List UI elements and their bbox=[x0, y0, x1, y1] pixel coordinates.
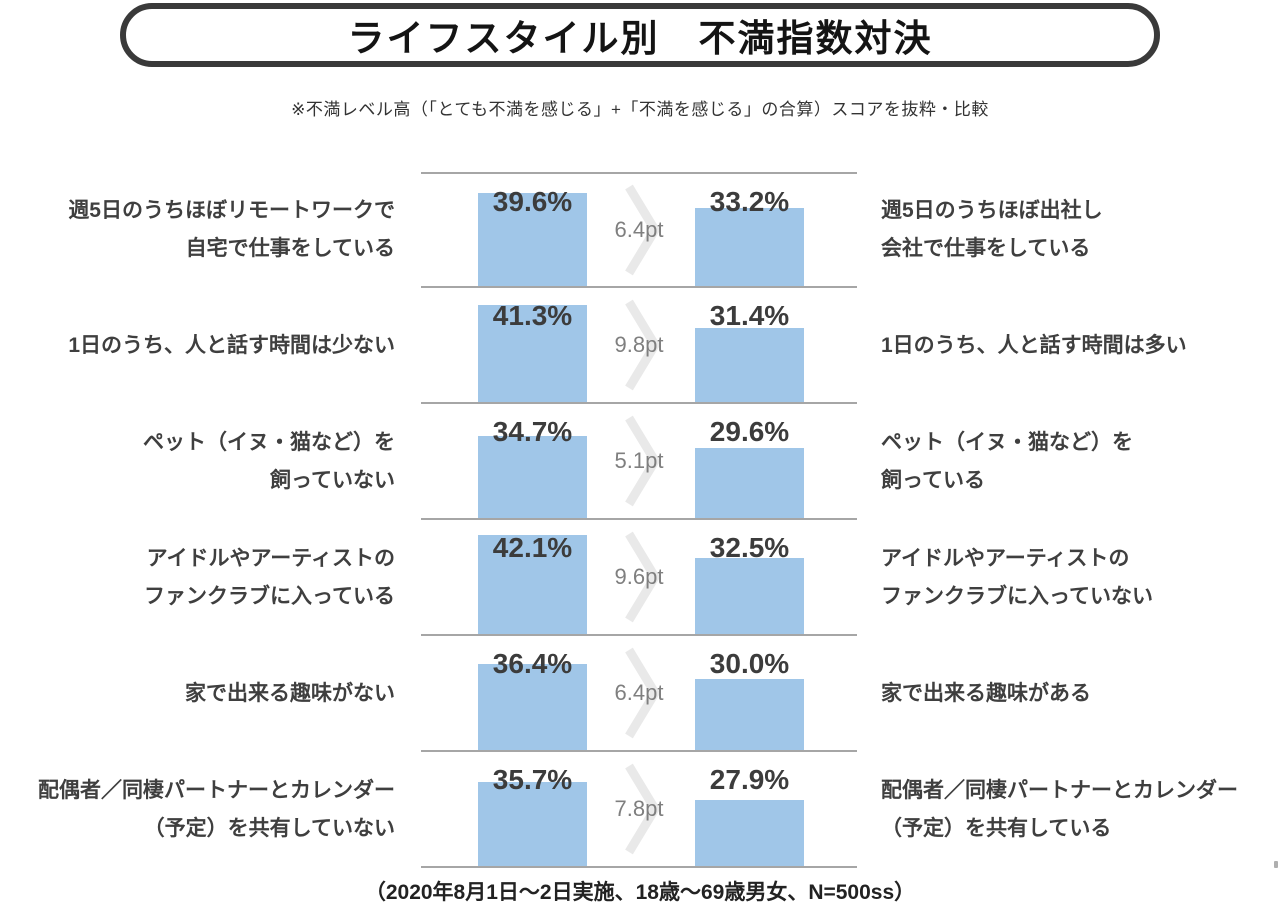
chevron-right-icon bbox=[625, 647, 660, 739]
row-chart-area: 39.6% 33.2% 6.4pt bbox=[421, 172, 857, 288]
label-line: （予定）を共有していない bbox=[143, 817, 395, 840]
label-line: ペット（イヌ・猫など）を bbox=[881, 431, 1133, 454]
difference-label: 5.1pt bbox=[614, 448, 664, 473]
difference-label: 6.4pt bbox=[614, 217, 664, 242]
chevron-right-icon bbox=[625, 531, 660, 623]
row-chart-area: 36.4% 30.0% 6.4pt bbox=[421, 636, 857, 752]
left-lifestyle-label: アイドルやアーティストの ファンクラブに入っている bbox=[0, 520, 421, 636]
comparison-row: 1日のうち、人と話す時間は少ない 41.3% 31.4% 9.8pt 1日のうち… bbox=[0, 288, 1280, 404]
left-value-label: 34.7% bbox=[492, 416, 573, 447]
label-line: 週5日のうちほぼリモートワークで bbox=[68, 199, 395, 222]
label-line: 配偶者／同棲パートナーとカレンダー bbox=[38, 779, 395, 802]
right-value-label: 33.2% bbox=[709, 186, 790, 217]
label-line: 自宅で仕事をしている bbox=[185, 237, 395, 260]
right-lifestyle-label: ペット（イヌ・猫など）を 飼っている bbox=[857, 404, 1280, 520]
comparison-row: アイドルやアーティストの ファンクラブに入っている 42.1% 32.5% 9.6… bbox=[0, 520, 1280, 636]
comparison-row: 週5日のうちほぼリモートワークで自宅で仕事をしている 39.6% 33.2% 6… bbox=[0, 172, 1280, 288]
label-line: 1日のうち、人と話す時間は少ない bbox=[68, 334, 395, 357]
label-line: 1日のうち、人と話す時間は多い bbox=[881, 334, 1187, 357]
left-value-label: 35.7% bbox=[492, 764, 573, 795]
label-line: ファンクラブに入っていない bbox=[881, 585, 1153, 608]
label-line: 家で出来る趣味がない bbox=[185, 682, 395, 705]
right-bar bbox=[695, 328, 804, 402]
left-bar bbox=[478, 436, 587, 518]
title-pill-box: ライフスタイル別 不満指数対決 bbox=[120, 3, 1160, 67]
left-bar bbox=[478, 535, 587, 634]
label-line: 配偶者／同棲パートナーとカレンダー bbox=[881, 779, 1238, 802]
right-lifestyle-label: アイドルやアーティストの ファンクラブに入っていない bbox=[857, 520, 1280, 636]
subtitle-note: ※不満レベル高（「とても不満を感じる」+「不満を感じる」の合算）スコアを抜粋・比… bbox=[291, 100, 989, 119]
right-lifestyle-label: 家で出来る趣味がある bbox=[857, 636, 1280, 752]
left-value-label: 39.6% bbox=[492, 186, 573, 217]
row-chart-area: 41.3% 31.4% 9.8pt bbox=[421, 288, 857, 404]
comparison-row: 家で出来る趣味がない 36.4% 30.0% 6.4pt 家で出来る趣味がある bbox=[0, 636, 1280, 752]
label-line: 飼っている bbox=[881, 469, 985, 492]
left-bar bbox=[478, 782, 587, 866]
right-bar bbox=[695, 800, 804, 866]
left-bar bbox=[478, 664, 587, 750]
right-bar bbox=[695, 448, 804, 518]
left-bar bbox=[478, 305, 587, 402]
chevron-right-icon bbox=[625, 299, 660, 391]
left-lifestyle-label: 1日のうち、人と話す時間は少ない bbox=[0, 288, 421, 404]
right-value-label: 31.4% bbox=[709, 300, 790, 331]
difference-label: 7.8pt bbox=[614, 796, 664, 821]
right-lifestyle-label: 1日のうち、人と話す時間は多い bbox=[857, 288, 1280, 404]
left-lifestyle-label: 配偶者／同棲パートナーとカレンダー （予定）を共有していない bbox=[0, 752, 421, 868]
stray-mark bbox=[1274, 861, 1278, 868]
label-line: ペット（イヌ・猫など）を bbox=[143, 431, 395, 454]
left-lifestyle-label: ペット（イヌ・猫など）を飼っていない bbox=[0, 404, 421, 520]
comparison-row: ペット（イヌ・猫など）を飼っていない 34.7% 29.6% 5.1pt ペット… bbox=[0, 404, 1280, 520]
left-bar bbox=[478, 193, 587, 286]
right-value-label: 30.0% bbox=[709, 648, 790, 679]
chevron-right-icon bbox=[625, 415, 660, 507]
label-line: 週5日のうちほぼ出社し bbox=[881, 199, 1103, 222]
left-lifestyle-label: 週5日のうちほぼリモートワークで自宅で仕事をしている bbox=[0, 172, 421, 288]
left-lifestyle-label: 家で出来る趣味がない bbox=[0, 636, 421, 752]
right-bar bbox=[695, 679, 804, 750]
row-chart-area: 34.7% 29.6% 5.1pt bbox=[421, 404, 857, 520]
left-value-label: 42.1% bbox=[492, 532, 573, 563]
difference-label: 9.8pt bbox=[614, 332, 664, 357]
right-value-label: 29.6% bbox=[709, 416, 790, 447]
comparison-row: 配偶者／同棲パートナーとカレンダー （予定）を共有していない 35.7% 27.9… bbox=[0, 752, 1280, 868]
right-value-label: 27.9% bbox=[709, 764, 790, 795]
comparison-rows-container: 週5日のうちほぼリモートワークで自宅で仕事をしている 39.6% 33.2% 6… bbox=[0, 172, 1280, 868]
right-lifestyle-label: 配偶者／同棲パートナーとカレンダー （予定）を共有している bbox=[857, 752, 1280, 868]
right-bar bbox=[695, 208, 804, 286]
label-line: （予定）を共有している bbox=[881, 817, 1112, 840]
label-line: アイドルやアーティストの bbox=[146, 547, 395, 570]
chevron-right-icon bbox=[625, 184, 660, 276]
label-line: ファンクラブに入っている bbox=[144, 585, 395, 608]
row-chart-area: 35.7% 27.9% 7.8pt bbox=[421, 752, 857, 868]
row-chart-area: 42.1% 32.5% 9.6pt bbox=[421, 520, 857, 636]
right-bar bbox=[695, 558, 804, 634]
label-line: アイドルやアーティストの bbox=[881, 547, 1130, 570]
right-value-label: 32.5% bbox=[709, 532, 790, 563]
page-title: ライフスタイル別 不満指数対決 bbox=[347, 18, 933, 59]
difference-label: 9.6pt bbox=[614, 564, 664, 589]
label-line: 会社で仕事をしている bbox=[881, 237, 1091, 260]
chevron-right-icon bbox=[625, 763, 660, 855]
difference-label: 6.4pt bbox=[614, 680, 664, 705]
survey-source-note: （2020年8月1日～2日実施、18歳～69歳男女、N=500ss） bbox=[364, 881, 916, 904]
left-value-label: 41.3% bbox=[492, 300, 573, 331]
label-line: 家で出来る趣味がある bbox=[881, 682, 1091, 705]
label-line: 飼っていない bbox=[270, 469, 395, 492]
left-value-label: 36.4% bbox=[492, 648, 573, 679]
right-lifestyle-label: 週5日のうちほぼ出社し 会社で仕事をしている bbox=[857, 172, 1280, 288]
